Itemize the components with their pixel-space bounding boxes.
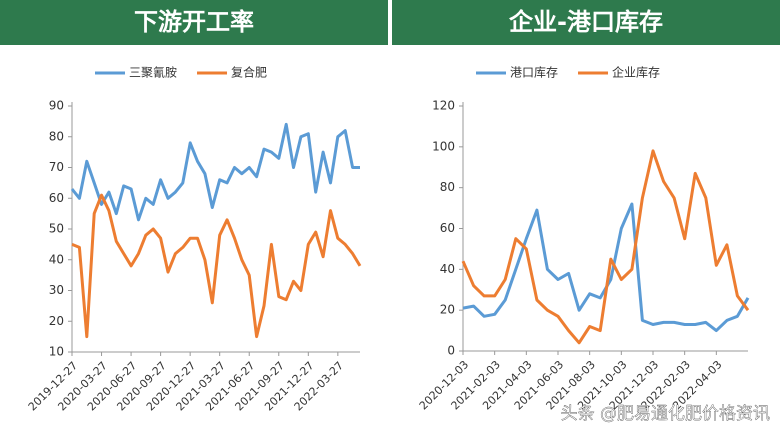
y-tick-label: 40 bbox=[440, 262, 455, 276]
y-tick-label: 90 bbox=[49, 99, 64, 113]
y-tick-label: 100 bbox=[432, 139, 455, 153]
y-tick-label: 20 bbox=[49, 314, 64, 328]
watermark: 头条 @肥易通化肥价格资讯 bbox=[561, 404, 770, 424]
header-bar bbox=[0, 0, 388, 45]
chart-title: 企业-港口库存 bbox=[509, 8, 663, 36]
line-series bbox=[462, 202, 750, 333]
y-tick-label: 40 bbox=[49, 252, 64, 266]
y-tick-label: 80 bbox=[49, 129, 64, 143]
legend-label: 港口库存 bbox=[510, 65, 558, 80]
y-tick-label: 0 bbox=[447, 344, 455, 358]
y-tick-label: 50 bbox=[49, 222, 64, 236]
y-tick-label: 60 bbox=[49, 191, 64, 205]
line-series bbox=[71, 193, 362, 339]
line-series bbox=[70, 122, 360, 222]
y-tick-label: 30 bbox=[49, 283, 64, 297]
y-tick-label: 20 bbox=[440, 303, 455, 317]
y-tick-label: 80 bbox=[440, 180, 455, 194]
y-tick-label: 10 bbox=[49, 345, 64, 359]
legend-label: 复合肥 bbox=[231, 65, 267, 80]
y-tick-label: 70 bbox=[49, 160, 64, 174]
legend-label: 三聚氰胺 bbox=[129, 65, 177, 80]
y-tick-label: 60 bbox=[440, 221, 455, 235]
line-series bbox=[461, 149, 750, 345]
y-tick-label: 120 bbox=[432, 99, 455, 113]
legend-label: 企业库存 bbox=[612, 65, 660, 80]
header-bar bbox=[392, 0, 780, 45]
chart-title: 下游开工率 bbox=[134, 8, 254, 36]
